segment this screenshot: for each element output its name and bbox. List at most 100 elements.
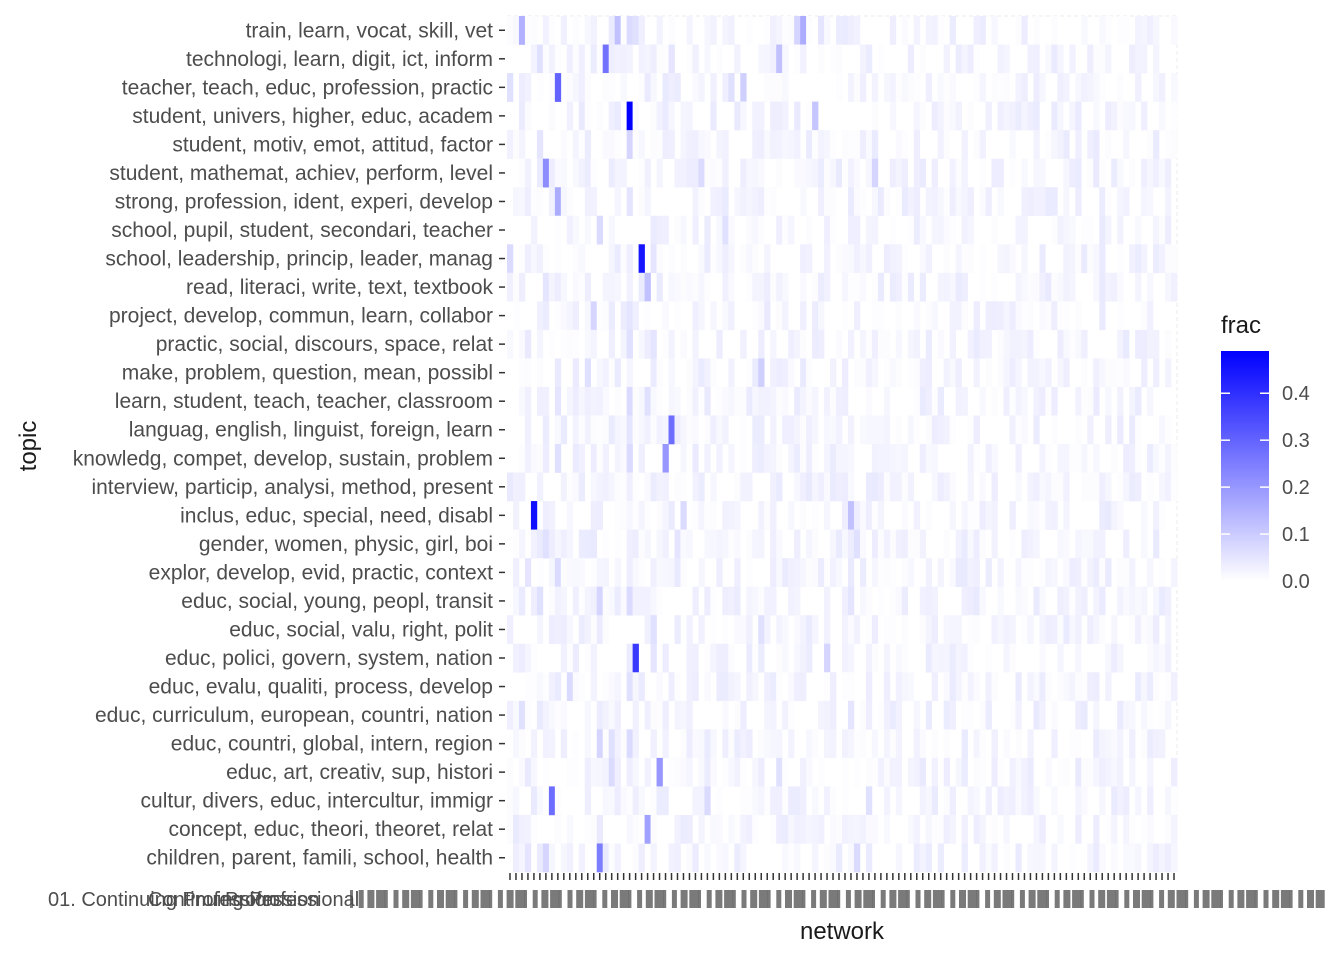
heatmap-cell <box>937 814 944 844</box>
heatmap-cell <box>877 700 885 730</box>
x-tick-label-overlap <box>1124 890 1130 908</box>
heatmap-cell <box>818 158 825 188</box>
heatmap-cell <box>806 814 813 844</box>
heatmap-cell <box>955 615 962 645</box>
heatmap-cell <box>1033 101 1040 131</box>
heatmap-cell <box>536 472 544 502</box>
heatmap-cell <box>602 700 609 730</box>
heatmap-cell <box>997 329 1004 359</box>
heatmap-cell <box>1117 472 1124 502</box>
heatmap-cell <box>1141 158 1148 188</box>
heatmap-cell <box>937 73 944 102</box>
heatmap-cell <box>800 444 807 473</box>
heatmap-cell <box>746 586 753 616</box>
heatmap-cell <box>949 643 956 673</box>
heatmap-cell <box>925 73 933 102</box>
heatmap-cell <box>1063 358 1070 388</box>
heatmap-cell <box>686 130 693 159</box>
heatmap-cell <box>979 158 986 188</box>
heatmap-cell <box>656 358 663 388</box>
heatmap-cell <box>734 672 741 702</box>
heatmap-cell <box>1165 329 1172 359</box>
heatmap-cell <box>913 529 921 559</box>
heatmap-cell <box>758 158 765 188</box>
heatmap-cell <box>1153 158 1160 188</box>
heatmap-cell <box>1033 329 1040 359</box>
heatmap-cell <box>1063 301 1070 331</box>
heatmap-cell <box>530 215 538 245</box>
heatmap-cell <box>1057 672 1064 702</box>
heatmap-cell <box>979 130 986 159</box>
heatmap-cell <box>961 757 968 787</box>
heatmap-cell <box>1015 444 1022 473</box>
x-tick-label-overlap <box>845 890 851 908</box>
heatmap-cell <box>722 529 729 559</box>
heatmap-cell <box>566 44 574 74</box>
heatmap-cell <box>752 643 759 673</box>
heatmap-cell <box>1045 358 1052 388</box>
heatmap-cell <box>1111 643 1118 673</box>
heatmap-cell <box>692 444 699 473</box>
heatmap-cell <box>644 44 651 74</box>
heatmap-cell <box>1117 329 1124 359</box>
heatmap-cell <box>602 757 609 787</box>
heatmap-cell <box>638 158 645 188</box>
heatmap-cell <box>955 187 962 217</box>
heatmap-cell <box>836 415 843 445</box>
heatmap-cell <box>949 16 956 45</box>
heatmap-cell <box>644 301 651 331</box>
heatmap-cell <box>1147 672 1154 702</box>
heatmap-cell <box>584 729 592 759</box>
heatmap-cell <box>560 700 568 730</box>
heatmap-cell <box>507 757 514 787</box>
heatmap-cell <box>871 814 879 844</box>
heatmap-cell <box>1147 329 1154 359</box>
heatmap-cell <box>1057 73 1064 102</box>
heatmap-cell <box>883 187 891 217</box>
heatmap-cell <box>877 329 885 359</box>
heatmap-cell <box>698 187 705 217</box>
heatmap-cell <box>1135 586 1142 616</box>
heatmap-cell <box>865 786 873 816</box>
heatmap-cell <box>1081 329 1088 359</box>
heatmap-cell <box>782 101 789 131</box>
heatmap-cell <box>943 415 950 445</box>
heatmap-cell <box>973 786 980 816</box>
heatmap-cell <box>734 558 741 587</box>
heatmap-cell <box>1171 244 1178 274</box>
heatmap-cell <box>1033 472 1040 502</box>
heatmap-cell <box>1069 158 1076 188</box>
heatmap-cell <box>650 386 657 416</box>
heatmap-cell <box>782 215 789 245</box>
heatmap-cell <box>542 301 550 331</box>
heatmap-cell <box>847 843 855 873</box>
heatmap-cell <box>943 44 950 74</box>
heatmap-cell <box>985 558 992 587</box>
heatmap-cell <box>608 158 615 188</box>
heatmap-cell <box>590 472 598 502</box>
heatmap-cell <box>1153 586 1160 616</box>
heatmap-cell <box>542 757 550 787</box>
heatmap-cell <box>662 501 669 530</box>
x-tick-label-overlap <box>437 890 444 908</box>
heatmap-cell <box>1099 358 1106 388</box>
heatmap-cell <box>1003 358 1010 388</box>
heatmap-cell <box>620 472 627 502</box>
heatmap-cell <box>1081 558 1088 587</box>
heatmap-cell <box>776 386 783 416</box>
heatmap-cell <box>530 44 538 74</box>
heatmap-cell <box>847 272 855 302</box>
heatmap-cell <box>913 187 921 217</box>
heatmap-cell <box>1063 244 1070 274</box>
heatmap-cell <box>1015 786 1022 816</box>
heatmap-cell <box>758 501 765 530</box>
heatmap-cell <box>1099 529 1106 559</box>
heatmap-cell <box>1171 272 1178 302</box>
heatmap-cell <box>859 700 867 730</box>
heatmap-cell <box>512 501 520 530</box>
heatmap-cell <box>776 73 783 102</box>
x-tick-label-overlap <box>1141 890 1151 908</box>
heatmap-cell <box>764 73 771 102</box>
heatmap-cell <box>955 301 962 331</box>
heatmap-cell <box>596 558 604 587</box>
